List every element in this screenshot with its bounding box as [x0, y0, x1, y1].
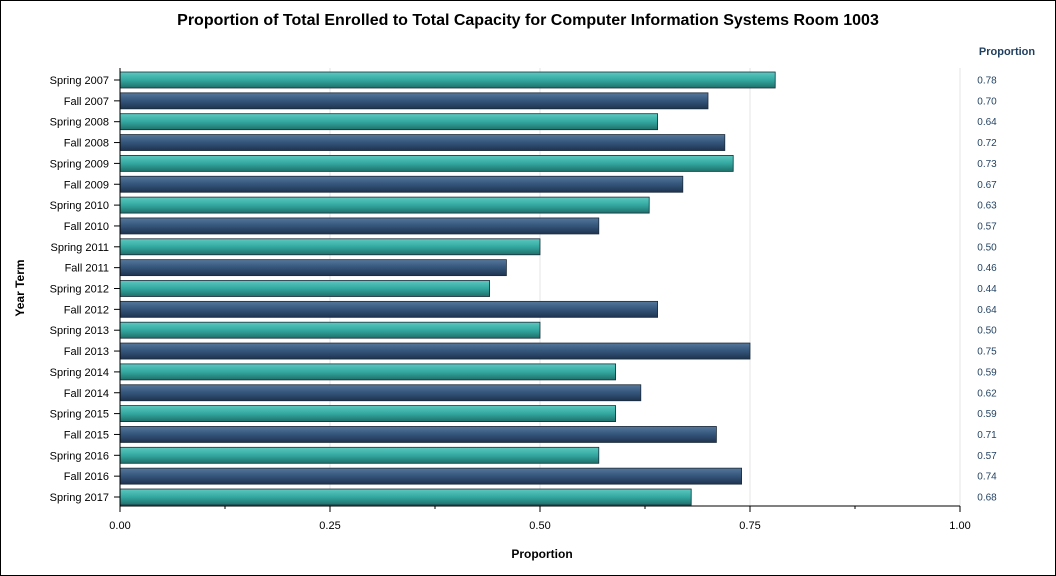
value-label: 0.70	[977, 96, 997, 107]
category-label: Spring 2016	[50, 450, 109, 462]
bar	[119, 154, 734, 172]
value-column-header: Proportion	[979, 46, 1035, 58]
bar	[119, 175, 684, 193]
bar	[119, 467, 742, 485]
category-label: Fall 2012	[64, 304, 109, 316]
x-tick-label: 0.00	[109, 520, 130, 532]
bar	[119, 384, 642, 402]
category-label: Spring 2015	[50, 409, 109, 421]
x-axis-title: Proportion	[511, 547, 572, 561]
value-label: 0.63	[977, 201, 997, 212]
bar	[119, 488, 692, 506]
value-label: 0.64	[977, 117, 997, 128]
bar	[119, 71, 776, 89]
bar	[119, 426, 717, 443]
category-label: Spring 2012	[50, 284, 109, 296]
value-label: 0.59	[977, 367, 997, 378]
value-label: 0.71	[977, 430, 997, 441]
value-label: 0.57	[977, 451, 997, 462]
chart-title: Proportion of Total Enrolled to Total Ca…	[177, 12, 879, 29]
x-tick-label: 1.00	[949, 520, 970, 532]
category-label: Fall 2014	[64, 388, 109, 400]
category-label: Fall 2016	[64, 471, 109, 483]
value-label: 0.44	[977, 284, 997, 295]
bar	[119, 300, 658, 318]
category-label: Fall 2007	[64, 96, 109, 108]
bar	[119, 92, 709, 110]
x-tick-label: 0.25	[319, 520, 340, 532]
category-label: Spring 2009	[50, 158, 109, 170]
value-label: 0.50	[977, 326, 997, 337]
value-label: 0.73	[977, 159, 997, 170]
category-label: Spring 2008	[50, 117, 109, 129]
value-label: 0.50	[977, 242, 997, 253]
bar	[119, 259, 507, 277]
category-label: Spring 2011	[50, 242, 109, 254]
bar	[119, 113, 658, 131]
bar	[119, 217, 600, 235]
x-tick-label: 0.50	[529, 520, 550, 532]
bar	[119, 238, 541, 256]
bar	[119, 446, 600, 464]
category-label: Spring 2010	[50, 200, 109, 212]
value-label: 0.72	[977, 138, 997, 149]
category-label: Fall 2015	[64, 429, 109, 441]
x-tick-label: 0.75	[739, 520, 760, 532]
bar	[119, 405, 617, 423]
bar	[119, 196, 650, 214]
category-label: Spring 2017	[50, 492, 109, 504]
category-label: Fall 2008	[64, 138, 109, 150]
category-label: Spring 2013	[50, 325, 109, 337]
value-label: 0.74	[977, 472, 997, 483]
category-label: Fall 2013	[64, 346, 109, 358]
value-label: 0.59	[977, 409, 997, 420]
category-label: Fall 2010	[64, 221, 109, 233]
value-label: 0.46	[977, 263, 997, 274]
bar	[119, 342, 751, 360]
value-label: 0.57	[977, 221, 997, 232]
value-label: 0.75	[977, 347, 997, 358]
category-label: Spring 2014	[50, 367, 109, 379]
y-axis-title: Year Term	[13, 259, 27, 316]
category-label: Spring 2007	[50, 75, 109, 87]
category-label: Fall 2009	[64, 179, 109, 191]
bar	[119, 134, 726, 151]
bar	[119, 280, 491, 297]
category-label: Fall 2011	[65, 263, 109, 275]
value-label: 0.78	[977, 76, 997, 87]
value-label: 0.67	[977, 180, 997, 191]
value-label: 0.68	[977, 493, 997, 504]
value-label: 0.62	[977, 388, 997, 399]
bar	[119, 321, 541, 339]
value-label: 0.64	[977, 305, 997, 316]
bar	[119, 363, 617, 381]
